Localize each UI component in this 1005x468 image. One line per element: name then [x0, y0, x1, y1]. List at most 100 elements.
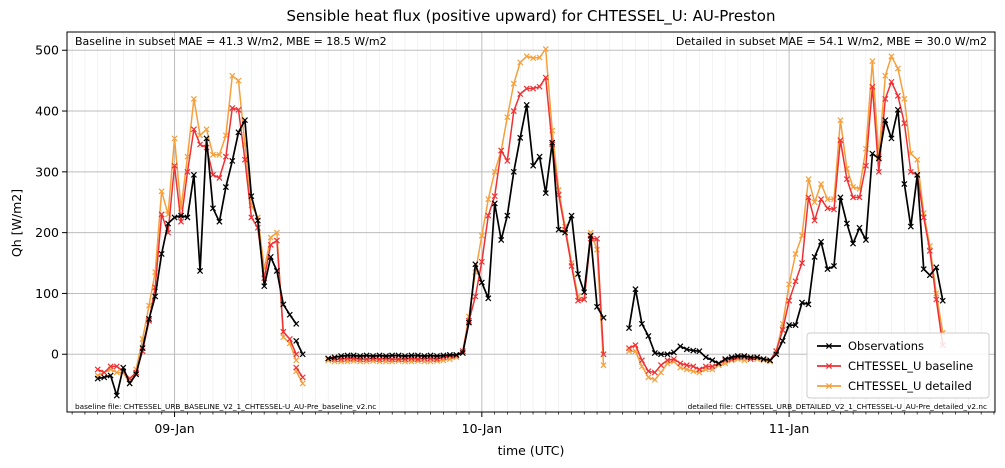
data-point: [894, 92, 901, 99]
data-point: [536, 153, 543, 160]
data-point: [683, 362, 690, 369]
legend-label-baseline: CHTESSEL_U baseline: [848, 359, 973, 373]
data-point: [811, 217, 818, 224]
data-point: [907, 223, 914, 230]
series-line: [328, 104, 605, 360]
data-point: [792, 278, 799, 285]
data-point: [587, 232, 594, 239]
data-point: [171, 135, 178, 142]
data-point: [914, 156, 921, 163]
data-point: [645, 332, 652, 340]
data-point: [376, 358, 383, 365]
y-tick-label: 400: [35, 104, 59, 119]
data-point: [856, 194, 863, 201]
data-point: [465, 319, 472, 326]
data-point: [779, 326, 786, 333]
data-point: [901, 95, 908, 102]
data-point: [235, 77, 242, 84]
data-point: [363, 352, 370, 359]
data-point: [510, 108, 517, 115]
legend-marker: [825, 362, 833, 370]
data-point: [120, 364, 127, 371]
data-point: [754, 354, 761, 361]
data-point: [280, 328, 287, 335]
data-point: [799, 232, 806, 239]
data-point: [670, 356, 677, 363]
data-point: [504, 114, 511, 121]
data-point: [510, 80, 517, 87]
data-point: [338, 353, 345, 360]
data-point: [657, 351, 665, 358]
chart-title: Sensible heat flux (positive upward) for…: [287, 7, 776, 26]
data-point: [498, 236, 505, 243]
data-point: [293, 320, 300, 327]
data-point: [478, 232, 485, 239]
data-point: [504, 212, 511, 219]
data-point: [856, 224, 863, 231]
data-point: [267, 241, 274, 248]
data-point: [907, 168, 914, 175]
data-point: [523, 53, 530, 60]
legend-marker: [825, 382, 833, 390]
data-point: [293, 357, 300, 364]
data-point: [190, 171, 197, 178]
data-point: [280, 334, 287, 341]
data-point: [197, 132, 204, 139]
data-point: [357, 353, 364, 360]
series-line: [628, 81, 944, 374]
data-point: [382, 353, 389, 360]
legend-label-detailed: CHTESSEL_U detailed: [848, 379, 972, 393]
data-point: [837, 137, 844, 144]
data-point: [664, 351, 671, 358]
data-point: [241, 156, 248, 163]
data-point: [126, 380, 133, 387]
data-point: [581, 296, 588, 303]
data-point: [542, 190, 549, 197]
data-point: [440, 352, 447, 359]
data-point: [741, 353, 748, 360]
data-point: [722, 356, 729, 363]
data-point: [568, 212, 575, 219]
data-point: [850, 240, 857, 247]
data-point: [222, 184, 229, 191]
data-point: [113, 392, 120, 399]
data-point: [651, 369, 658, 376]
data-point: [94, 366, 101, 373]
data-point: [171, 162, 178, 169]
data-point: [882, 95, 889, 102]
data-point: [491, 193, 498, 200]
data-point: [818, 180, 825, 188]
data-point: [696, 366, 703, 373]
legend-box: [806, 332, 990, 399]
data-point: [715, 360, 722, 367]
series-observations: [94, 101, 946, 399]
data-point: [914, 171, 921, 178]
data-point: [498, 147, 505, 154]
data-point: [344, 352, 351, 359]
x-tick-label: 10-Jan: [462, 421, 502, 436]
data-point: [920, 214, 927, 221]
data-point: [581, 289, 588, 296]
data-point: [229, 104, 236, 112]
y-tick-label: 100: [35, 286, 59, 301]
data-point: [229, 72, 236, 79]
data-point: [536, 83, 543, 90]
data-point: [779, 337, 786, 344]
data-point: [113, 369, 120, 376]
data-point: [830, 263, 838, 270]
data-point: [331, 354, 338, 361]
data-point: [786, 322, 793, 329]
legend-label-observations: Observations: [848, 339, 924, 353]
data-point: [818, 238, 825, 245]
axes-layer: 09-Jan 10-Jan 11-Jan 0 100 200 300 400 500: [35, 43, 995, 436]
data-point: [177, 218, 185, 225]
data-point: [709, 357, 716, 364]
data-point: [824, 196, 831, 203]
data-point: [657, 369, 665, 376]
data-point: [696, 348, 703, 355]
data-point: [594, 303, 601, 310]
data-point: [734, 353, 741, 360]
data-point: [408, 352, 415, 359]
data-point: [690, 363, 697, 370]
data-point: [261, 283, 268, 290]
